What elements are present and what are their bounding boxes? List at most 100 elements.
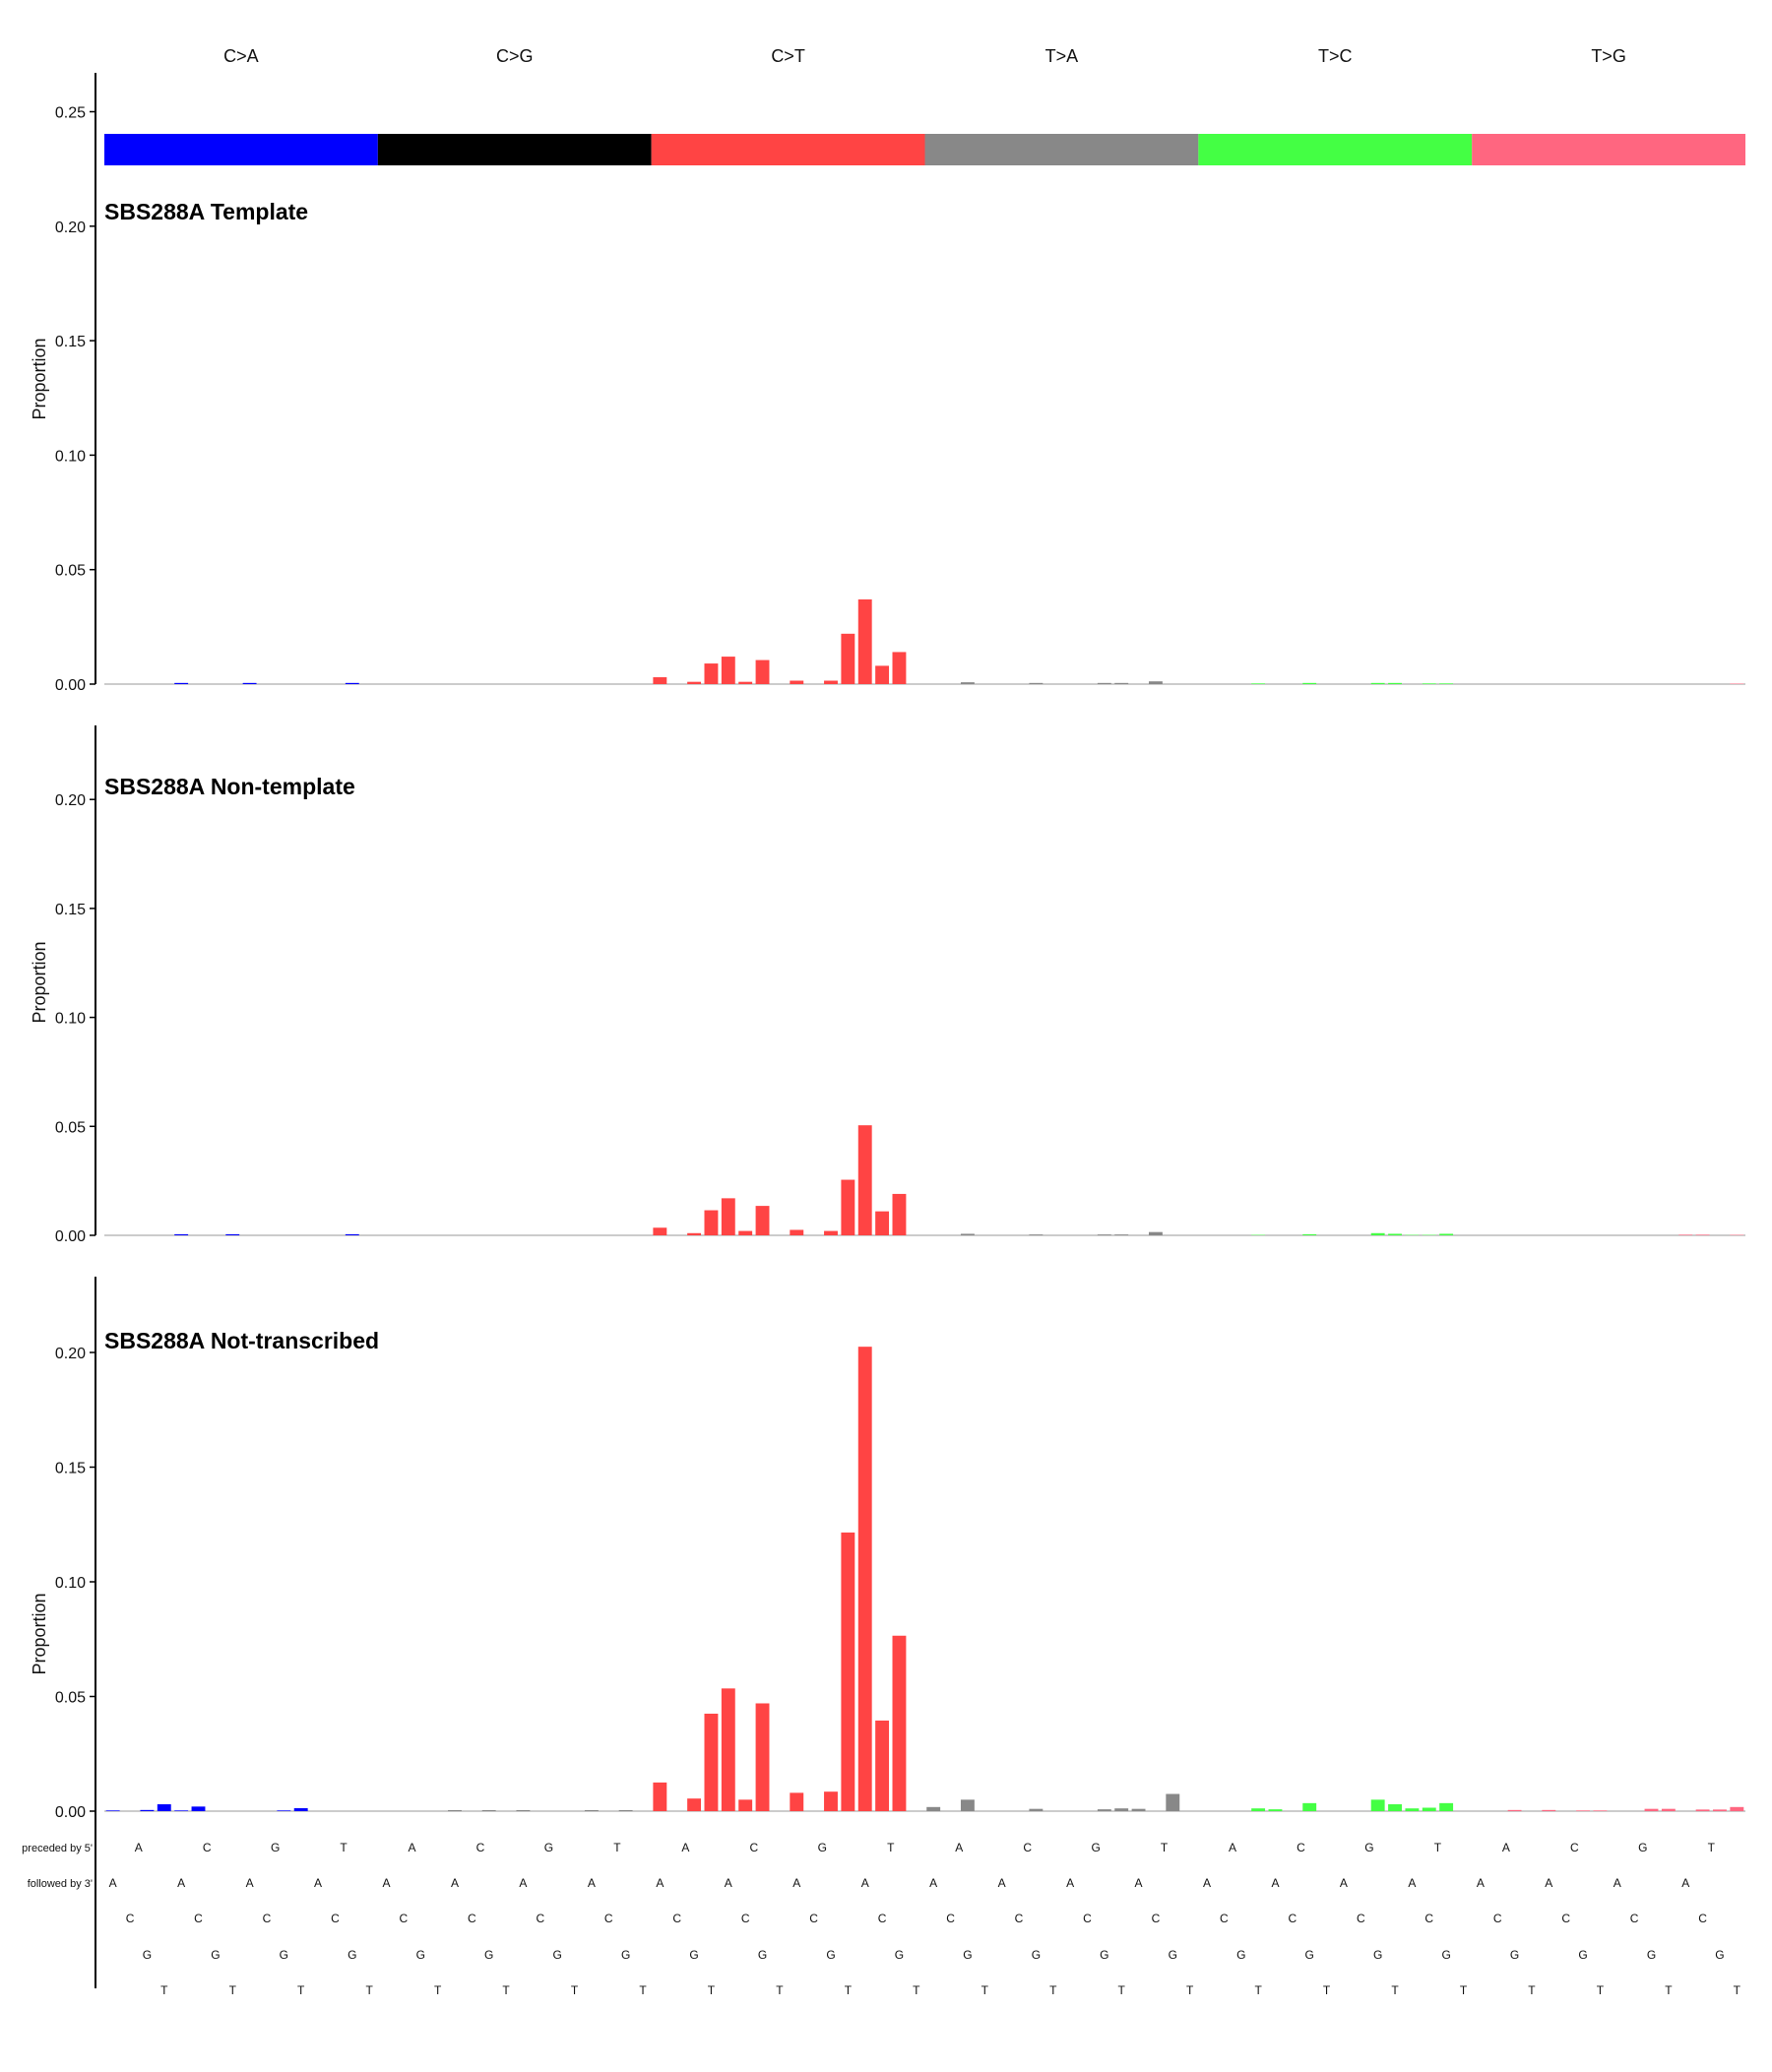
followed-base: A: [588, 1876, 596, 1890]
bar-36: [704, 1211, 718, 1235]
followed-base: A: [1614, 1876, 1621, 1890]
followed-base: T: [434, 1983, 442, 1997]
preceded-base: A: [681, 1841, 689, 1854]
bar-83: [1508, 1810, 1522, 1811]
followed-base: C: [604, 1912, 613, 1925]
panel-title: SBS288A Not-transcribed: [104, 1328, 379, 1353]
bar-60: [1114, 1234, 1128, 1235]
followed-base: A: [314, 1876, 322, 1890]
y-tick-label: 0.20: [55, 792, 86, 809]
bar-76: [1388, 683, 1402, 684]
followed-base: G: [1100, 1948, 1108, 1962]
bar-33: [653, 677, 666, 684]
bar-59: [1098, 1809, 1111, 1811]
bar-51: [961, 682, 975, 684]
bar-47: [893, 1636, 907, 1811]
followed-base: T: [297, 1983, 305, 1997]
preceded-base: C: [476, 1841, 485, 1854]
bar-92: [1662, 1809, 1676, 1811]
followed-base: C: [1083, 1912, 1092, 1925]
followed-base: C: [1698, 1912, 1707, 1925]
preceded-base: G: [818, 1841, 827, 1854]
bar-46: [875, 1212, 889, 1235]
bar-68: [1251, 683, 1265, 684]
followed-base: T: [1118, 1983, 1126, 1997]
bar-51: [961, 1799, 975, 1811]
bar-79: [1439, 1803, 1453, 1811]
followed-base: T: [639, 1983, 647, 1997]
bar-79: [1439, 1233, 1453, 1235]
followed-base: G: [1305, 1948, 1314, 1962]
bar-5: [174, 1810, 188, 1811]
bar-71: [1302, 1234, 1316, 1235]
y-tick-label: 0.15: [55, 1461, 86, 1477]
class-color-block-ttoc: [1198, 134, 1472, 165]
followed-base: C: [194, 1912, 203, 1925]
bar-44: [841, 1180, 854, 1235]
followed-base: C: [1015, 1912, 1024, 1925]
followed-base: G: [211, 1948, 220, 1962]
y-axis-label: Proportion: [30, 1593, 49, 1674]
followed-base: A: [861, 1876, 869, 1890]
followed-base: G: [1441, 1948, 1450, 1962]
followed-base: A: [519, 1876, 527, 1890]
bar-47: [893, 1194, 907, 1235]
bar-15: [346, 683, 359, 684]
bar-41: [790, 1229, 803, 1235]
followed-base: G: [1169, 1948, 1177, 1962]
class-color-block-ctoa: [104, 134, 378, 165]
y-tick-label: 0.00: [55, 1228, 86, 1245]
bar-37: [722, 1198, 735, 1235]
followed-base: T: [1049, 1983, 1057, 1997]
preceded-base: C: [1023, 1841, 1032, 1854]
panel-title: SBS288A Non-template: [104, 774, 355, 799]
bar-35: [687, 1798, 701, 1811]
followed-base: C: [263, 1912, 272, 1925]
bar-78: [1423, 683, 1436, 684]
bar-35: [687, 682, 701, 684]
bar-88: [1593, 1810, 1607, 1811]
bar-37: [722, 657, 735, 684]
y-tick-label: 0.10: [55, 1011, 86, 1028]
bar-71: [1302, 683, 1316, 684]
bar-43: [824, 1231, 838, 1235]
preceded-base: C: [203, 1841, 212, 1854]
bar-38: [738, 682, 752, 684]
class-label-ctog: C>G: [496, 46, 534, 66]
bar-43: [824, 681, 838, 684]
followed-base: G: [1236, 1948, 1245, 1962]
bar-3: [140, 1810, 154, 1811]
followed-base: C: [468, 1912, 476, 1925]
bar-71: [1302, 1803, 1316, 1811]
followed-base: G: [1647, 1948, 1656, 1962]
bar-36: [704, 663, 718, 684]
followed-base: A: [1066, 1876, 1074, 1890]
y-tick-label: 0.20: [55, 1346, 86, 1362]
y-axis-label: Proportion: [30, 941, 49, 1023]
followed-base: A: [1681, 1876, 1689, 1890]
class-color-block-ctot: [652, 134, 925, 165]
bar-62: [1149, 681, 1163, 684]
bar-37: [722, 1688, 735, 1811]
preceded-base: A: [135, 1841, 143, 1854]
followed-base: A: [177, 1876, 185, 1890]
bar-59: [1098, 683, 1111, 684]
followed-base: T: [1460, 1983, 1468, 1997]
y-axis-label: Proportion: [30, 338, 49, 419]
followed-base: G: [484, 1948, 493, 1962]
bar-87: [1576, 1810, 1590, 1811]
followed-base: G: [1510, 1948, 1519, 1962]
bar-69: [1269, 1809, 1283, 1811]
followed-base: G: [280, 1948, 288, 1962]
class-color-block-ttog: [1472, 134, 1745, 165]
followed-base: A: [1203, 1876, 1211, 1890]
bar-94: [1696, 1809, 1710, 1811]
panel-1: 0.000.050.100.150.200.25ProportionSBS288…: [30, 73, 1745, 694]
y-tick-label: 0.20: [55, 220, 86, 236]
class-label-ttog: T>G: [1591, 46, 1626, 66]
followed-base: T: [1597, 1983, 1605, 1997]
followed-base: G: [1715, 1948, 1724, 1962]
followed-base: C: [946, 1912, 955, 1925]
